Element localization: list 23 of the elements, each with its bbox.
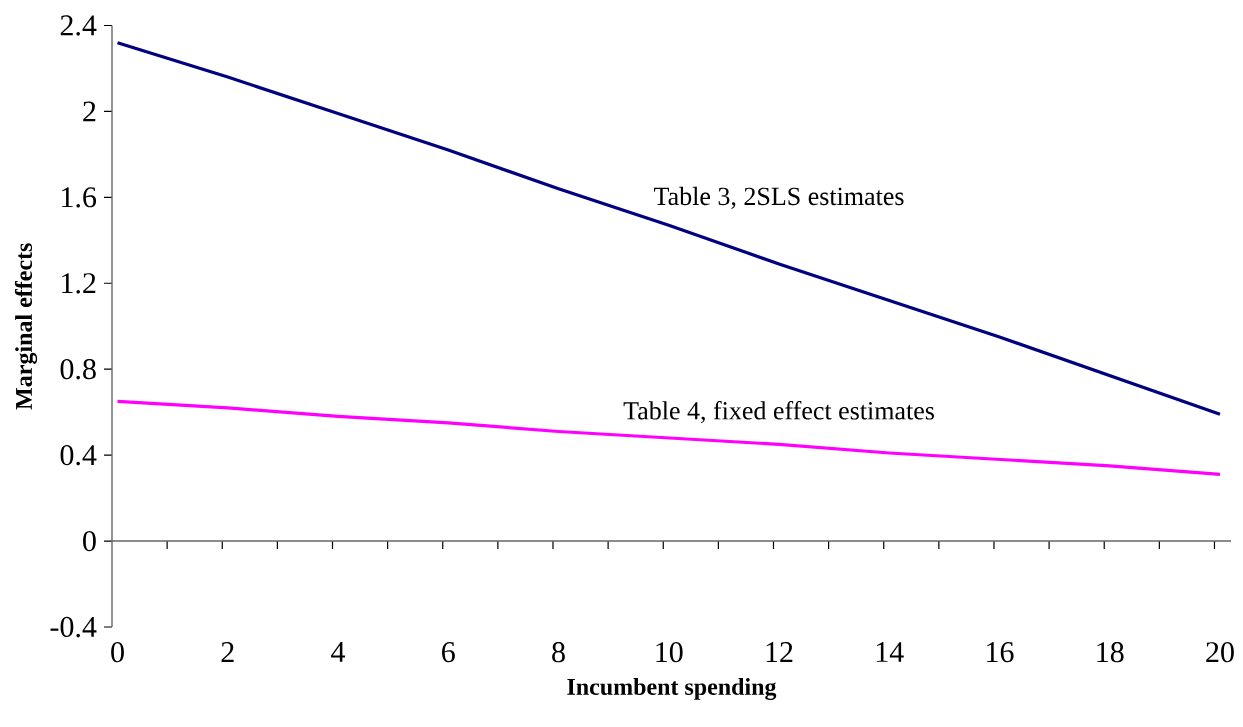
x-tick-label: 10 xyxy=(656,642,683,663)
y-tick-label: 1.6 xyxy=(62,187,97,208)
y-tick-label: 0.4 xyxy=(60,444,97,466)
x-tick-label: 20 xyxy=(1206,642,1234,663)
x-tick-label: 12 xyxy=(766,642,793,662)
x-tick-label: 4 xyxy=(331,642,346,662)
x-axis-title: Incumbent spending xyxy=(567,678,777,700)
x-tick-label: 16 xyxy=(987,642,1014,663)
y-tick-label: 0 xyxy=(83,530,96,552)
x-tick-label: 2 xyxy=(221,642,234,662)
x-tick-label: 14 xyxy=(876,642,904,662)
y-tick-label: -0.4 xyxy=(50,616,97,638)
y-tick-label: 2.4 xyxy=(60,15,97,36)
series-label: Table 4, fixed effect estimates xyxy=(623,401,934,424)
x-tick-label: 18 xyxy=(1097,642,1124,663)
x-tick-label: 0 xyxy=(111,642,124,663)
series-label: Table 3, 2SLS estimates xyxy=(654,186,904,209)
y-tick-label: 0.8 xyxy=(60,359,96,380)
x-tick-label: 6 xyxy=(442,642,455,663)
y-axis-title: Marginal effects xyxy=(14,243,38,410)
y-tick-label: 2 xyxy=(83,101,96,122)
y-tick-label: 1.2 xyxy=(62,273,96,294)
x-tick-label: 8 xyxy=(552,642,565,663)
